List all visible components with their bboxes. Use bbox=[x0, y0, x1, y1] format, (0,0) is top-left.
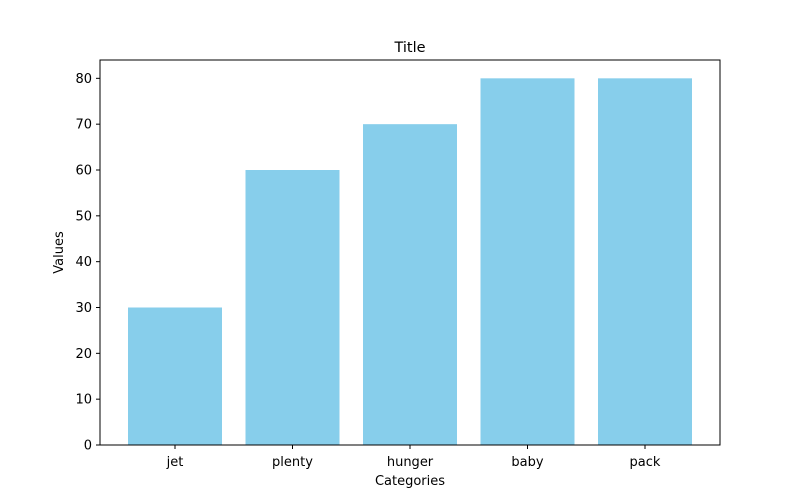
x-axis-ticks: jet plenty hunger baby pack bbox=[166, 445, 661, 470]
y-tick-label-80: 80 bbox=[75, 72, 92, 87]
x-axis-label: Categories bbox=[375, 474, 445, 489]
y-tick-label-50: 50 bbox=[75, 209, 92, 224]
bars-layer bbox=[128, 78, 692, 446]
x-tick-label-baby: baby bbox=[511, 455, 543, 470]
plot-area-frame bbox=[99, 59, 721, 446]
bar-baby bbox=[480, 78, 575, 445]
bar-plenty bbox=[245, 170, 340, 445]
bar-hunger bbox=[363, 124, 457, 446]
y-axis-label: Values bbox=[52, 231, 67, 274]
x-tick-label-pack: pack bbox=[630, 455, 661, 470]
y-tick-label-60: 60 bbox=[75, 164, 92, 179]
y-tick-label-40: 40 bbox=[75, 255, 92, 270]
chart-title: Title bbox=[393, 40, 425, 56]
x-tick-label-jet: jet bbox=[166, 455, 184, 470]
x-tick-label-hunger: hunger bbox=[387, 455, 434, 470]
bar-jet bbox=[128, 307, 222, 445]
bar-pack bbox=[598, 78, 692, 445]
y-tick-label-30: 30 bbox=[75, 301, 92, 316]
y-tick-label-0: 0 bbox=[84, 439, 92, 454]
y-tick-label-20: 20 bbox=[75, 347, 92, 362]
y-tick-label-70: 70 bbox=[75, 118, 92, 133]
y-tick-label-10: 10 bbox=[75, 393, 92, 408]
y-axis-ticks: 0 10 20 30 40 50 60 70 80 bbox=[75, 72, 100, 454]
x-tick-label-plenty: plenty bbox=[272, 455, 313, 470]
